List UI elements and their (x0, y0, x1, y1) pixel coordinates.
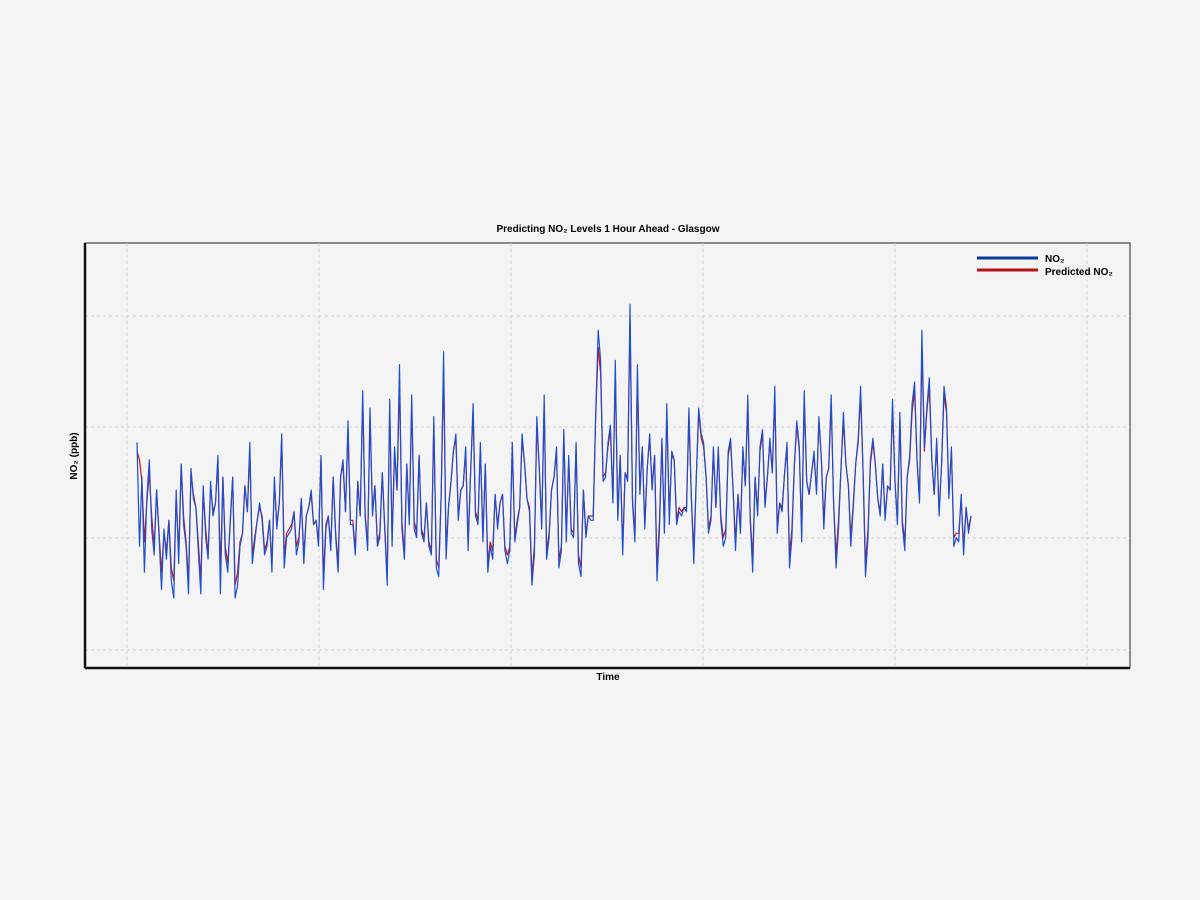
legend: NO₂ Predicted NO₂ (977, 254, 1113, 278)
legend-label-predicted: Predicted NO₂ (1045, 267, 1113, 278)
y-axis-label: NO₂ (ppb) (69, 432, 80, 479)
series-line-observed (136, 303, 972, 599)
plot-area (83, 242, 1131, 670)
legend-label-observed: NO₂ (1045, 254, 1064, 265)
x-axis-label: Time (596, 672, 620, 683)
chart-title: Predicting NO₂ Levels 1 Hour Ahead - Gla… (496, 224, 719, 235)
series-group (136, 303, 972, 599)
